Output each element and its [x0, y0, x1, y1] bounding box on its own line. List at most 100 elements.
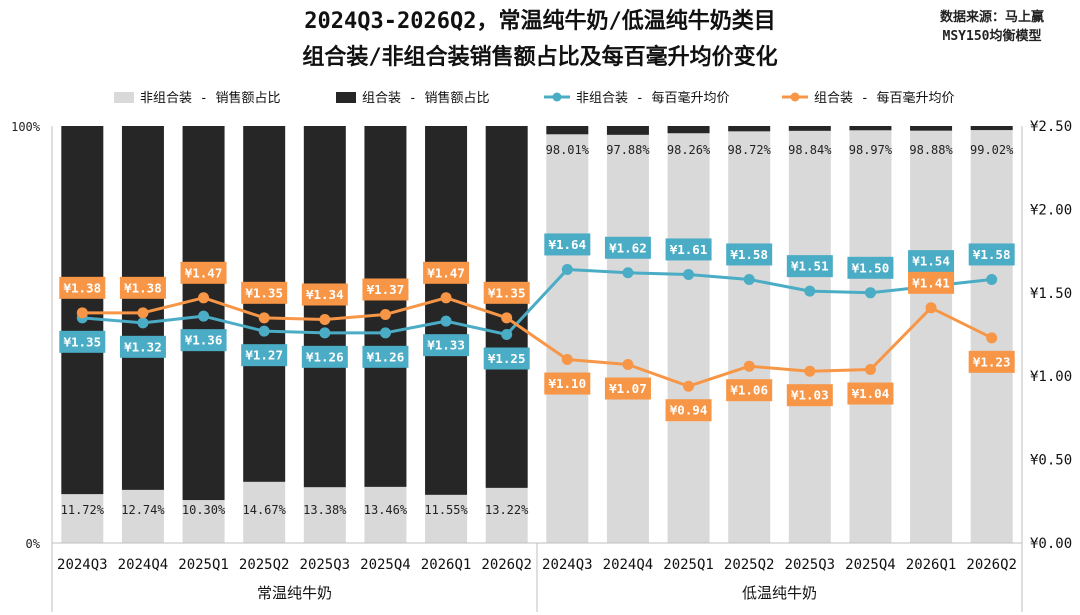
combo-price-point [501, 312, 513, 324]
combo-price-point [804, 365, 816, 377]
price-label-text: ¥1.50 [852, 260, 890, 275]
y-right-tick: ¥0.50 [1030, 453, 1072, 469]
share-data-label: 98.72% [728, 143, 772, 157]
price-label-text: ¥1.04 [852, 386, 890, 401]
non-combo-price-label: ¥1.54 [908, 250, 955, 273]
price-label-text: ¥1.10 [548, 376, 586, 391]
bar-non-combo-share [606, 134, 649, 543]
label-layer: 11.72% 12.74% 10.30% 14.67% 13.38% 13.46% 11.5… [59, 143, 1015, 517]
bar-non-combo-share [243, 481, 286, 543]
y-right-tick: ¥2.50 [1030, 119, 1072, 135]
y-right-tick: ¥1.50 [1030, 286, 1072, 302]
combo-price-point [864, 364, 876, 376]
non-combo-price-label: ¥1.27 [241, 344, 288, 367]
bar-non-combo-share [364, 486, 407, 543]
bar-combo-share [485, 126, 528, 488]
x-tick-label: 2025Q4 [360, 557, 411, 573]
non-combo-price-point [440, 315, 452, 327]
share-data-label: 98.84% [788, 143, 832, 157]
price-label-box [59, 330, 106, 353]
price-label-box [786, 255, 833, 278]
combo-price-point [440, 292, 452, 304]
non-combo-price-point [501, 329, 513, 340]
price-label-box [180, 329, 227, 352]
combo-price-point [198, 292, 210, 304]
price-label-box [241, 281, 288, 304]
share-data-label: 13.38% [303, 503, 347, 517]
share-data-label: 98.26% [667, 143, 711, 157]
legend-swatch [336, 92, 356, 103]
non-combo-price-label: ¥1.26 [362, 345, 409, 368]
price-label-box [968, 243, 1015, 266]
price-label-box [301, 283, 348, 306]
price-label-text: ¥1.06 [730, 383, 768, 398]
combo-price-point [319, 313, 331, 325]
combo-price-point [925, 302, 937, 314]
x-tick-label: 2025Q2 [724, 557, 775, 573]
combo-price-label: ¥1.03 [786, 384, 833, 407]
non-combo-price-label: ¥1.25 [483, 347, 530, 370]
non-combo-price-label: ¥1.64 [544, 233, 591, 256]
price-label-text: ¥1.37 [367, 282, 405, 297]
non-combo-price-label: ¥1.51 [786, 255, 833, 278]
bar-combo-share [364, 126, 407, 487]
price-label-text: ¥1.38 [63, 280, 101, 295]
legend-label: 非组合装 - 每百毫升均价 [576, 90, 729, 106]
combo-price-point [258, 312, 270, 324]
combo-price-label: ¥1.34 [301, 283, 348, 306]
price-label-text: ¥1.03 [791, 388, 829, 403]
share-data-label: 13.46% [364, 503, 408, 517]
combo-price-label: ¥1.47 [423, 261, 470, 284]
legend-marker [790, 92, 800, 102]
share-data-label: 11.72% [61, 503, 105, 517]
non-combo-price-point [319, 327, 331, 339]
share-data-label: 98.01% [546, 143, 590, 157]
price-label-box [483, 281, 530, 304]
price-label-box [847, 382, 894, 405]
bar-combo-share [910, 126, 953, 131]
source-line-2: MSY150均衡模型 [943, 28, 1042, 44]
x-tick-label: 2024Q4 [603, 557, 654, 573]
combo-price-point [622, 359, 634, 371]
price-label-box [301, 345, 348, 368]
combo-price-label: ¥0.94 [665, 399, 712, 422]
price-label-text: ¥1.47 [185, 265, 223, 280]
non-combo-price-label: ¥1.32 [119, 335, 166, 358]
price-label-text: ¥1.47 [427, 265, 465, 280]
price-label-box [119, 335, 166, 358]
bar-combo-share [849, 126, 892, 131]
price-label-box [726, 243, 773, 266]
price-label-text: ¥1.61 [670, 242, 708, 257]
price-label-box [544, 372, 591, 395]
price-label-text: ¥1.35 [245, 285, 283, 300]
price-label-text: ¥1.62 [609, 240, 647, 255]
non-combo-price-label: ¥1.36 [180, 329, 227, 352]
x-tick-label: 2025Q3 [300, 557, 351, 573]
bar-combo-share [303, 126, 346, 488]
combo-price-label: ¥1.41 [908, 271, 955, 294]
group-label: 常温纯牛奶 [257, 584, 332, 602]
share-data-label: 12.74% [121, 503, 165, 517]
price-label-text: ¥1.38 [124, 280, 162, 295]
axis-layer: 100% 0% ¥0.00 ¥0.50 ¥1.00 ¥1.50 ¥2.00 ¥2.50 2024… [11, 119, 1072, 612]
price-label-box [968, 350, 1015, 373]
price-label-text: ¥1.58 [730, 247, 768, 262]
share-data-label: 13.22% [485, 503, 529, 517]
share-data-label: 98.88% [909, 143, 953, 157]
combo-price-label: ¥1.37 [362, 278, 409, 301]
bar-combo-share [606, 126, 649, 135]
non-combo-price-label: ¥1.33 [423, 334, 470, 357]
combo-price-label: ¥1.35 [241, 281, 288, 304]
line-layer [76, 263, 998, 392]
x-tick-label: 2025Q4 [845, 557, 896, 573]
price-label-box [665, 238, 712, 261]
x-tick-label: 2024Q4 [118, 557, 169, 573]
price-label-box [908, 271, 955, 294]
price-label-text: ¥1.51 [791, 259, 829, 274]
legend-item: 组合装 - 销售额占比 [336, 90, 489, 106]
legend: 非组合装 - 销售额占比 组合装 - 销售额占比 非组合装 - 每百毫升均价 组合装 … [114, 90, 954, 106]
price-label-box [726, 379, 773, 402]
y-right-tick: ¥2.00 [1030, 202, 1072, 218]
non-combo-price-point [137, 317, 149, 329]
combo-price-label: ¥1.10 [544, 372, 591, 395]
